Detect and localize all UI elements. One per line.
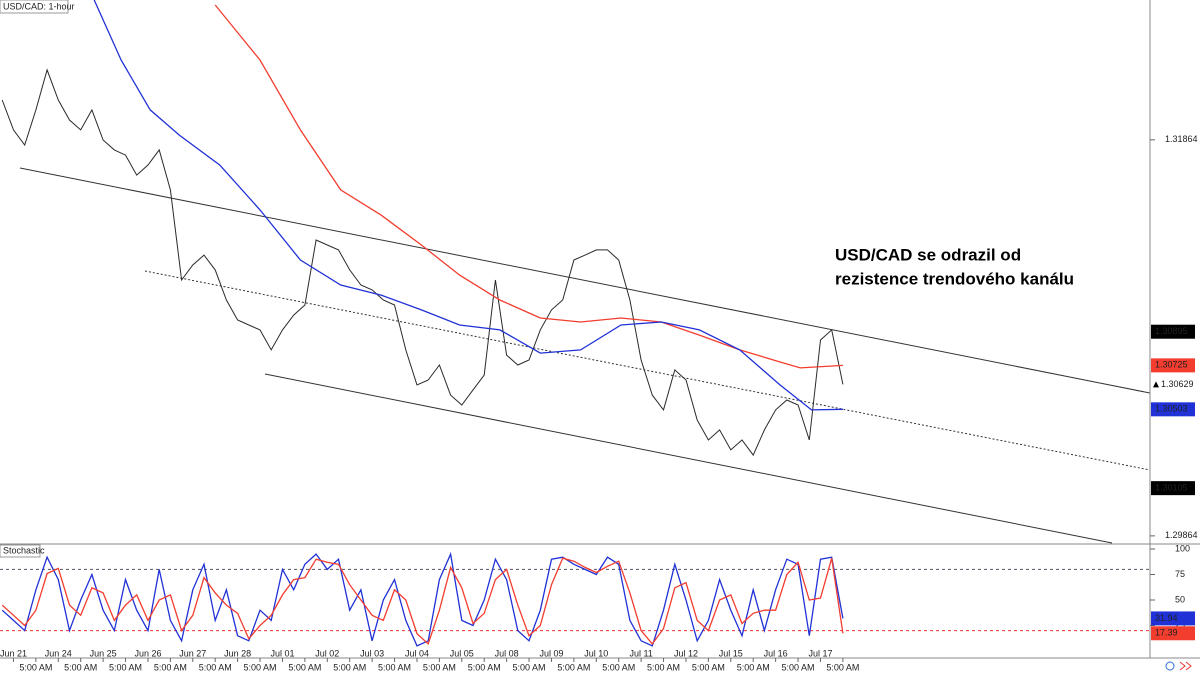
x-tick-label: 5:00 AM: [557, 662, 590, 672]
price-tag-label: 1.30503: [1155, 404, 1188, 414]
price-tag-label: 1.30895: [1155, 326, 1188, 336]
y-tick-label: 75: [1175, 569, 1185, 579]
x-tick-label: 5:00 AM: [19, 662, 52, 672]
x-tick-label: 5:00 AM: [378, 662, 411, 672]
price-tag: [1151, 402, 1195, 417]
price-tag: [1151, 358, 1195, 373]
x-tick-label: Jun 28: [224, 648, 251, 658]
last-price-label: 1.30629: [1161, 379, 1194, 389]
x-tick-label: Jun 24: [45, 648, 72, 658]
price-tag-label: 1.30725: [1155, 360, 1188, 370]
x-tick-label: Jul 11: [629, 648, 652, 658]
channel-mid: [144, 270, 1151, 471]
y-tick-label: 1.31864: [1165, 134, 1198, 144]
annotation: USD/CAD se odrazil od: [835, 245, 1021, 264]
price-tag: [1151, 626, 1195, 641]
x-tick-label: 5:00 AM: [423, 662, 456, 672]
x-tick-label: 5:00 AM: [737, 662, 770, 672]
x-tick-label: Jun 26: [134, 648, 161, 658]
y-tick-label: 50: [1175, 594, 1185, 604]
x-tick-label: 5:00 AM: [647, 662, 680, 672]
series-line: [1, 551, 844, 647]
series-line: [214, 4, 843, 369]
x-tick-label: Jul 02: [315, 648, 339, 658]
pane-title: Stochastic: [3, 545, 45, 555]
x-tick-label: 5:00 AM: [468, 662, 501, 672]
pane-title-box: [0, 544, 41, 558]
x-tick-label: Jul 09: [539, 648, 563, 658]
series-line: [1, 557, 844, 646]
x-tick-label: Jun 21: [0, 648, 27, 658]
price-tag: [1151, 611, 1195, 626]
last-price-marker: [1153, 381, 1159, 388]
price-tag-label: 31.94: [1155, 613, 1178, 623]
x-tick-label: 5:00 AM: [513, 662, 546, 672]
x-tick-label: 5:00 AM: [199, 662, 232, 672]
x-tick-label: Jul 01: [270, 648, 294, 658]
series-line: [1, 68, 844, 457]
series-line: [93, 0, 843, 411]
x-tick-label: Jul 05: [450, 648, 474, 658]
x-tick-label: Jun 25: [90, 648, 117, 658]
settings-icon[interactable]: [1165, 661, 1175, 671]
x-tick-label: 5:00 AM: [602, 662, 635, 672]
y-tick-label: 1.29864: [1165, 530, 1198, 540]
x-tick-label: Jul 08: [495, 648, 519, 658]
price-tag: [1151, 481, 1195, 496]
x-tick-label: Jul 12: [674, 648, 698, 658]
price-tag-label: 17.39: [1155, 628, 1178, 638]
x-tick-label: 5:00 AM: [109, 662, 142, 672]
x-tick-label: Jul 10: [584, 648, 608, 658]
chart-title: USD/CAD: 1-hour: [3, 1, 75, 11]
x-tick-label: 5:00 AM: [244, 662, 277, 672]
x-tick-label: Jul 17: [808, 648, 832, 658]
x-tick-label: 5:00 AM: [154, 662, 187, 672]
x-tick-label: Jul 15: [719, 648, 743, 658]
x-tick-label: Jul 03: [360, 648, 384, 658]
x-tick-label: Jul 04: [405, 648, 429, 658]
x-tick-label: 5:00 AM: [692, 662, 725, 672]
x-tick-label: 5:00 AM: [782, 662, 815, 672]
x-tick-label: 5:00 AM: [826, 662, 859, 672]
channel-lower: [264, 373, 1113, 544]
price-tag: [1151, 324, 1195, 339]
x-tick-label: 5:00 AM: [288, 662, 321, 672]
annotation: rezistence trendového kanálu: [835, 269, 1074, 288]
scroll-icon[interactable]: [1179, 661, 1192, 671]
x-tick-label: 5:00 AM: [64, 662, 97, 672]
x-tick-label: 5:00 AM: [333, 662, 366, 672]
x-tick-label: Jun 27: [179, 648, 206, 658]
price-tag-label: 1.30105: [1155, 483, 1188, 493]
channel-upper: [19, 167, 1151, 394]
x-tick-label: Jul 16: [764, 648, 788, 658]
y-tick-label: 100: [1175, 543, 1190, 553]
title-box: [0, 0, 69, 14]
